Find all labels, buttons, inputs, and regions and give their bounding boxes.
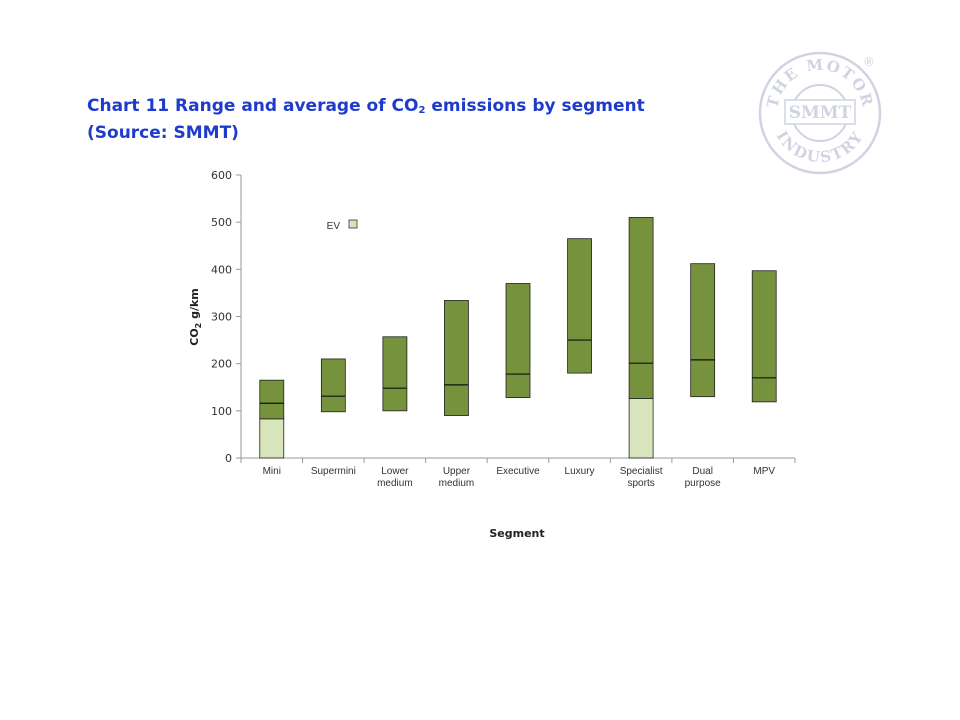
logo-center-plate [784, 99, 856, 125]
smmt-logo: THE MOTOR INDUSTRY SMMT ® [758, 51, 882, 175]
x-category-label: Upper [443, 466, 471, 477]
y-tick-label: 600 [211, 169, 232, 182]
range-bar [690, 263, 716, 398]
y-tick-label: 0 [225, 452, 232, 465]
x-category-label: Dual [692, 466, 713, 477]
y-axis-title: CO2 g/km [188, 288, 203, 346]
legend-swatch [348, 219, 358, 229]
range-bar [567, 238, 592, 374]
y-axis-title-pre: CO [188, 328, 201, 345]
x-axis-title: Segment [489, 527, 544, 540]
x-category-label: Mini [263, 466, 281, 477]
x-category-label: Executive [496, 466, 540, 477]
y-tick-label: 100 [211, 405, 232, 418]
logo-outer-ring [758, 51, 882, 175]
range-bar [628, 217, 654, 399]
range-bar [751, 270, 777, 403]
title-line2: (Source: SMMT) [87, 123, 239, 143]
logo-text-center: SMMT [789, 103, 852, 123]
range-bar [382, 336, 408, 412]
range-bar [444, 300, 469, 416]
range-bar [259, 379, 285, 420]
range-bar [320, 358, 346, 413]
y-axis-title-post: g/km [188, 288, 201, 323]
y-tick-label: 200 [211, 358, 232, 371]
x-category-label: medium [439, 478, 475, 489]
title-line1-pre: Chart 11 Range and average of CO [87, 96, 419, 116]
y-tick-label: 300 [211, 311, 232, 324]
x-category-label: Luxury [565, 466, 595, 477]
range-bar [505, 283, 531, 399]
x-category-label: MPV [753, 466, 775, 477]
x-category-label: Supermini [311, 466, 356, 477]
title-subscript: 2 [418, 105, 426, 116]
y-tick-label: 400 [211, 263, 232, 276]
x-category-label: medium [377, 478, 413, 489]
logo-registered-mark: ® [863, 55, 875, 69]
y-axis-title-sub: 2 [194, 323, 203, 329]
ev-bar [628, 398, 654, 459]
x-category-label: purpose [685, 478, 722, 489]
x-category-label: Lower [381, 466, 409, 477]
ev-bar [259, 418, 285, 459]
title-line1-post: emissions by segment [425, 96, 645, 116]
chart-title: Chart 11 Range and average of CO2 emissi… [87, 95, 645, 144]
y-tick-label: 500 [211, 216, 232, 229]
x-category-label: Specialist [620, 466, 663, 477]
legend-label: EV [327, 221, 341, 232]
x-category-label: sports [627, 478, 654, 489]
